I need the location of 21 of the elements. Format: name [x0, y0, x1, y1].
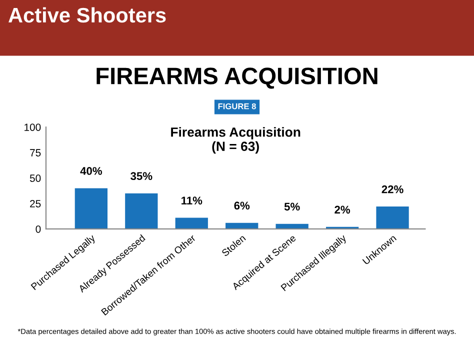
- text: Active Shooters: [8, 7, 166, 23]
- bar: [74, 188, 108, 229]
- y-tick-label: 75: [30, 149, 41, 156]
- data-label: 6%: [234, 202, 250, 210]
- y-tick-label: 25: [30, 200, 41, 208]
- data-label: 11%: [182, 196, 202, 204]
- bar: [226, 222, 258, 229]
- data-label: 5%: [284, 202, 300, 211]
- data-label: 35%: [130, 172, 152, 180]
- bar: [125, 193, 158, 229]
- y-tick-label: 100: [24, 124, 41, 131]
- caption: FIGURE 8: [218, 103, 256, 110]
- y-tick-label: 50: [30, 174, 41, 182]
- text: Firearms Acquisition (N = 63): [171, 127, 300, 154]
- data-label: 22%: [382, 185, 404, 194]
- data-label: 40%: [80, 167, 102, 175]
- bar: [376, 206, 409, 229]
- chart-title: FIREARMS ACQUISITION: [96, 68, 378, 89]
- bar: [175, 218, 208, 229]
- data-label: 2%: [334, 206, 350, 214]
- y-tick-label: 0: [36, 225, 41, 233]
